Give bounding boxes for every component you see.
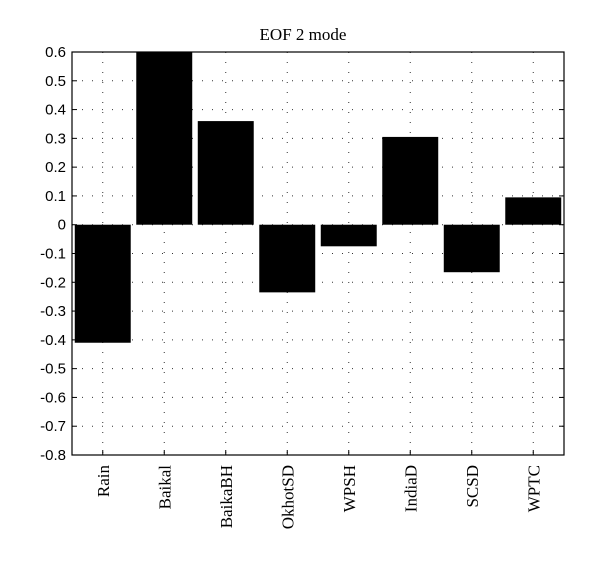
- bar-baikal: [136, 52, 193, 225]
- bar-rain: [74, 224, 131, 343]
- chart-title: EOF 2 mode: [260, 25, 347, 44]
- y-axis: 0.6 0.5 0.4 0.3 0.2 0.1 0 -0.1 -0.2 -0.3 -0.4 -0.5 -…: [40, 44, 564, 464]
- x-tick-label: WPTC: [524, 465, 543, 512]
- x-tick-label: SCSD: [463, 465, 482, 508]
- x-tick-label: IndiaD: [401, 465, 420, 512]
- y-tick-label: 0.6: [45, 44, 66, 61]
- y-tick-label: 0: [58, 217, 66, 234]
- y-tick-label: -0.8: [40, 447, 66, 464]
- x-tick-label: BaikaBH: [217, 465, 236, 528]
- y-tick-label: -0.6: [40, 389, 66, 406]
- y-tick-label: 0.2: [45, 159, 66, 176]
- y-tick-label: -0.2: [40, 274, 66, 291]
- x-axis: Rain Baikal BaikaBH OkhotSD WPSH IndiaD SCSD WP…: [94, 450, 543, 529]
- bar-wptc: [505, 197, 562, 225]
- x-tick-label: Rain: [94, 465, 113, 498]
- y-tick-label: -0.1: [40, 246, 66, 263]
- y-tick-label: -0.5: [40, 361, 66, 378]
- y-tick-label: 0.4: [45, 102, 66, 119]
- y-tick-label: -0.3: [40, 303, 66, 320]
- y-tick-label: 0.5: [45, 73, 66, 90]
- bars-layer: [74, 52, 562, 343]
- y-tick-label: -0.4: [40, 332, 66, 349]
- x-tick-label: WPSH: [340, 465, 359, 512]
- bar-indiad: [382, 136, 439, 225]
- bar-okhotsd: [259, 224, 316, 293]
- x-tick-label: Baikal: [155, 465, 174, 510]
- y-tick-label: -0.7: [40, 418, 66, 435]
- bar-baikabh: [197, 121, 254, 225]
- y-tick-label: 0.1: [45, 188, 66, 205]
- bar-wpsh: [320, 224, 377, 247]
- y-tick-label: 0.3: [45, 130, 66, 147]
- bar-scsd: [443, 224, 500, 273]
- x-tick-label: OkhotSD: [278, 465, 297, 529]
